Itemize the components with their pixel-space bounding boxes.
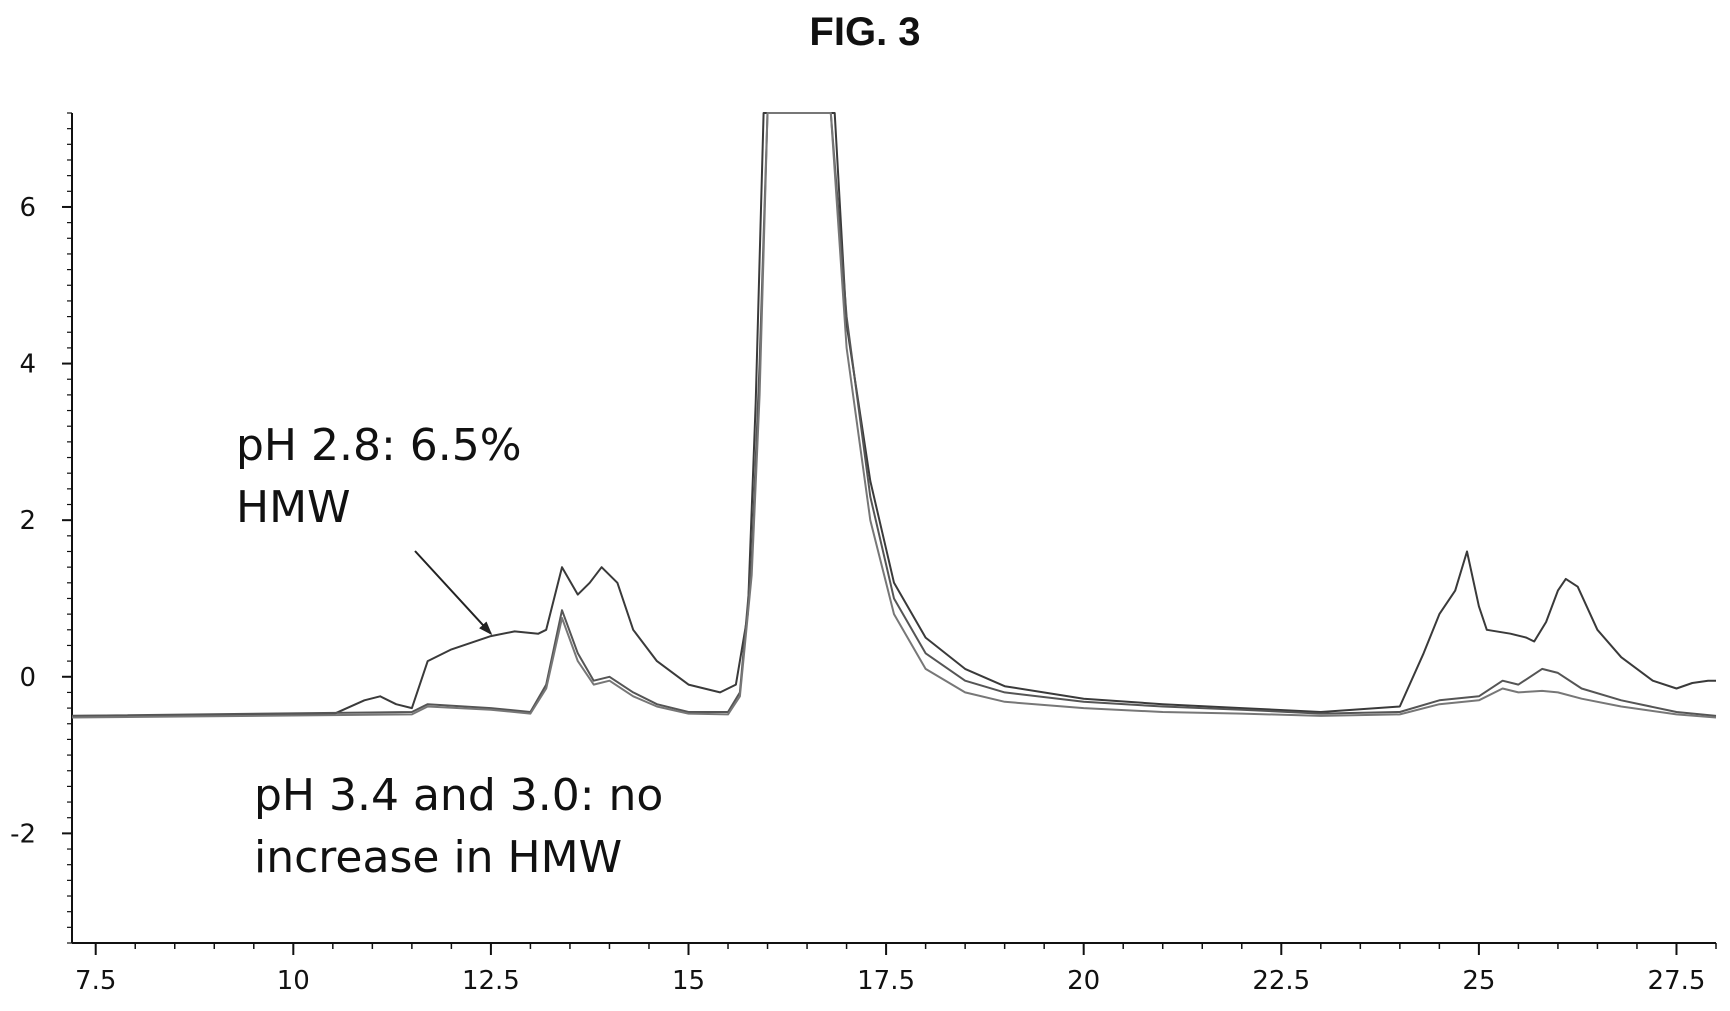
annotation-ph34-line2: increase in HMW: [254, 832, 622, 883]
y-tick-label: 2: [19, 506, 36, 536]
x-tick-label: 20: [1067, 966, 1100, 996]
y-tick-label: 0: [19, 663, 36, 693]
chromatogram-trace-1: [71, 112, 1716, 717]
chromatogram-trace-3: [71, 112, 1717, 719]
x-tick-label: 17.5: [857, 966, 915, 996]
x-tick-label: 25: [1462, 966, 1495, 996]
annotation-arrow: [414, 550, 493, 636]
annotation-ph28-line2: HMW: [236, 482, 351, 533]
x-tick-label: 12.5: [462, 966, 520, 996]
chromatogram-trace-2: [71, 112, 1717, 717]
y-tick-label: -2: [10, 819, 36, 849]
annotation-ph28-line1: pH 2.8: 6.5%: [236, 420, 522, 471]
x-tick-label: 27.5: [1648, 966, 1706, 996]
x-tick-label: 22.5: [1252, 966, 1310, 996]
x-tick-label: 15: [672, 966, 705, 996]
y-tick-label: 4: [19, 350, 36, 380]
x-tick-label: 10: [277, 966, 310, 996]
figure-title: FIG. 3: [809, 10, 921, 54]
annotation-ph34-line1: pH 3.4 and 3.0: no: [254, 770, 663, 821]
y-tick-label: 6: [19, 193, 36, 223]
x-tick-label: 7.5: [75, 966, 116, 996]
